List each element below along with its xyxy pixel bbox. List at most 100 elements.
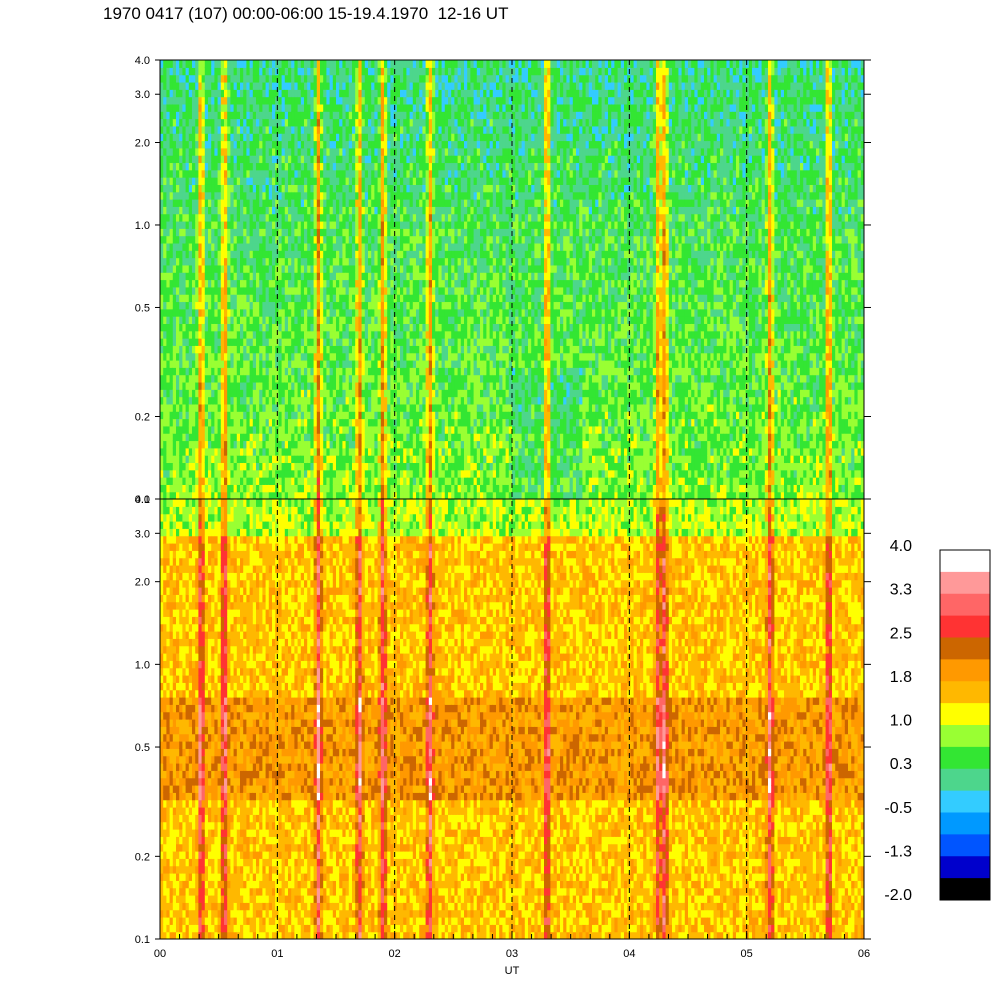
heat-cell <box>169 177 174 185</box>
heat-cell <box>307 264 311 273</box>
heat-cell <box>307 169 311 178</box>
heat-cell <box>217 272 222 281</box>
heat-cell <box>233 433 238 442</box>
heat-cell <box>272 294 276 303</box>
heat-cell <box>195 235 199 244</box>
heat-cell <box>300 133 305 142</box>
heat-cell <box>233 184 238 193</box>
heat-cell <box>249 316 254 324</box>
heat-cell <box>256 140 260 149</box>
heat-cell <box>265 301 270 310</box>
heat-cell <box>243 323 247 332</box>
heat-cell <box>252 462 257 471</box>
heat-cell <box>185 338 190 346</box>
heat-cell <box>291 403 295 412</box>
heat-cell <box>256 96 260 105</box>
heat-cell <box>272 345 276 354</box>
heat-cell <box>208 308 212 317</box>
heat-cell <box>208 316 212 324</box>
heat-cell <box>249 162 254 171</box>
heat-cell <box>208 60 212 68</box>
heat-cell <box>230 125 235 134</box>
heat-cell <box>227 81 231 90</box>
heat-cell <box>310 96 315 105</box>
heat-cell <box>316 118 321 127</box>
heat-cell <box>278 367 283 376</box>
heat-cell <box>284 477 289 485</box>
heat-cell <box>188 308 193 317</box>
heat-cell <box>236 381 241 390</box>
heat-cell <box>182 323 187 332</box>
heat-cell <box>227 396 231 405</box>
heat-cell <box>230 169 235 178</box>
heat-cell <box>224 279 228 288</box>
heat-cell <box>188 279 193 288</box>
heat-cell <box>256 323 260 332</box>
heat-cell <box>185 155 190 164</box>
heat-cell <box>230 133 235 142</box>
heat-cell <box>294 220 299 229</box>
heat-cell <box>291 330 295 339</box>
heat-cell <box>182 228 187 237</box>
heat-cell <box>185 425 190 434</box>
heat-cell <box>240 396 244 405</box>
heat-cell <box>240 477 244 485</box>
heat-cell <box>288 403 292 412</box>
heat-cell <box>211 316 215 324</box>
heat-cell <box>300 301 305 310</box>
heat-cell <box>268 162 273 171</box>
heat-cell <box>323 352 327 361</box>
heat-cell <box>179 279 183 288</box>
heat-cell <box>300 433 305 442</box>
heat-cell <box>316 323 321 332</box>
heat-cell <box>220 455 225 464</box>
heat-cell <box>240 455 244 464</box>
heat-cell <box>310 396 315 405</box>
heat-cell <box>243 272 247 281</box>
heat-cell <box>214 484 219 493</box>
heat-cell <box>284 111 289 120</box>
heat-cell <box>214 133 219 142</box>
heat-cell <box>201 184 206 193</box>
heat-cell <box>313 330 318 339</box>
heat-cell <box>243 484 247 493</box>
heat-cell <box>166 67 171 76</box>
heat-cell <box>300 484 305 493</box>
heat-cell <box>195 250 199 259</box>
heat-cell <box>307 74 311 83</box>
heat-cell <box>208 184 212 193</box>
heat-cell <box>198 345 203 354</box>
heat-cell <box>211 279 215 288</box>
heat-cell <box>284 330 289 339</box>
heat-cell <box>236 140 241 149</box>
heat-cell <box>233 257 238 266</box>
heat-cell <box>198 184 203 193</box>
heat-cell <box>307 323 311 332</box>
heat-cell <box>230 425 235 434</box>
heat-cell <box>262 228 267 237</box>
heat-cell <box>323 316 327 324</box>
heat-cell <box>160 403 164 412</box>
heat-cell <box>217 462 222 471</box>
heat-cell <box>214 162 219 171</box>
heat-cell <box>201 484 206 493</box>
heat-cell <box>188 235 193 244</box>
heat-cell <box>230 199 235 207</box>
heat-cell <box>243 389 247 398</box>
heat-cell <box>236 272 241 281</box>
heat-cell <box>198 294 203 303</box>
heat-cell <box>275 125 279 134</box>
heat-cell <box>252 323 257 332</box>
heat-cell <box>320 389 324 398</box>
heat-cell <box>278 433 283 442</box>
heat-cell <box>179 111 183 120</box>
heat-cell <box>195 462 199 471</box>
heat-cell <box>278 477 283 485</box>
heat-cell <box>288 308 292 317</box>
heat-cell <box>313 359 318 368</box>
heat-cell <box>208 257 212 266</box>
heat-cell <box>310 389 315 398</box>
heat-cell <box>195 330 199 339</box>
heat-cell <box>204 294 209 303</box>
heat-cell <box>224 484 228 493</box>
